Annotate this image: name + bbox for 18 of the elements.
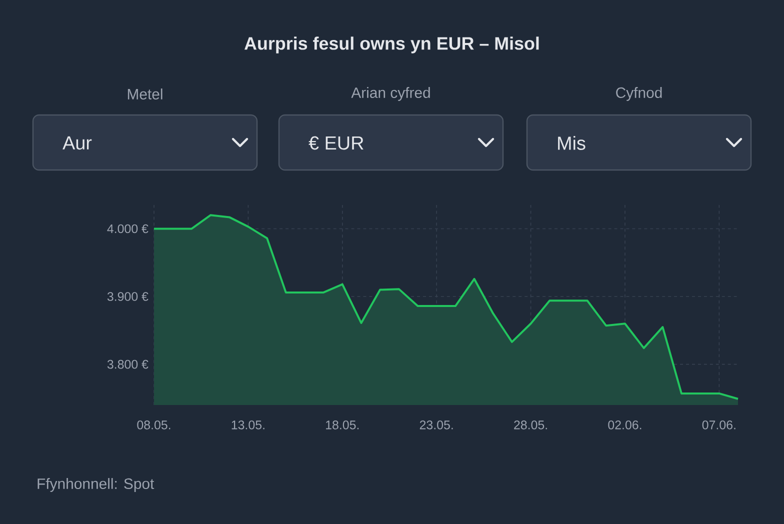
y-tick-label: 3.900 € [107, 292, 148, 301]
text: Arian cyfred [351, 87, 430, 101]
x-tick-label: 02.06. [608, 420, 642, 430]
x-tick-label: 23.05. [420, 420, 453, 430]
text: Aur [62, 136, 92, 150]
x-tick-label: 07.06. [702, 420, 736, 430]
text: Cyfnod [616, 87, 662, 101]
text: Ffynhonnell: Spot [38, 478, 154, 492]
x-tick-label: 18.05. [326, 420, 359, 430]
x-tick-label: 13.05. [232, 420, 264, 430]
x-tick-label: 08.05. [137, 420, 170, 430]
text: € EUR [308, 136, 364, 150]
text: Metel [128, 88, 162, 100]
y-tick-label: 4.000 € [107, 224, 148, 234]
text: Mis [558, 136, 586, 150]
y-tick-label: 3.800 € [107, 360, 148, 369]
x-tick-label: 28.05. [514, 420, 547, 430]
chart-title: Aurpris fesul owns yn EUR – Misol [244, 36, 539, 54]
